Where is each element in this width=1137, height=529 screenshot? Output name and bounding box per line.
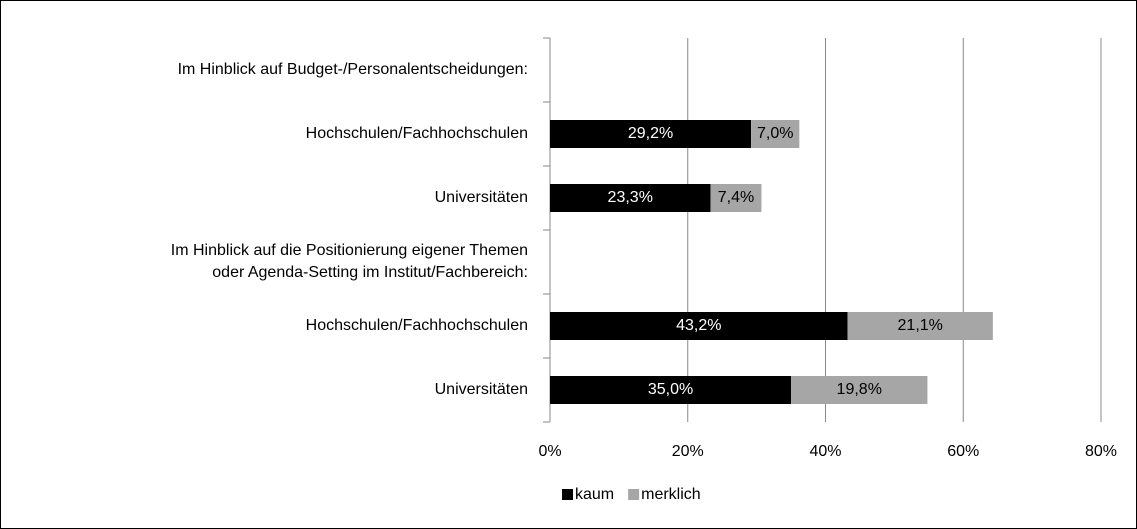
bar-label: 19,8% [837, 381, 882, 398]
legend-swatch [562, 489, 573, 500]
bar [751, 120, 800, 148]
x-tick-label: 40% [809, 443, 841, 460]
y-tick-label: Hochschulen/Fachhochschulen [306, 317, 528, 334]
bar-label: 43,2% [676, 317, 721, 334]
y-tick-label-line: Universitäten [435, 381, 528, 398]
y-tick-label: Im Hinblick auf die Positionierung eigen… [171, 242, 528, 281]
y-tick-label-line: oder Agenda-Setting im Institut/Fachbere… [212, 264, 528, 281]
y-tick-label-line: Im Hinblick auf Budget-/Personalentschei… [178, 61, 528, 78]
legend-swatch [628, 489, 640, 500]
bar [791, 376, 928, 404]
bar-label: 7,4% [718, 189, 754, 206]
y-tick-label-line: Universitäten [435, 189, 528, 206]
y-tick-label: Hochschulen/Fachhochschulen [306, 125, 528, 142]
bar [710, 184, 762, 212]
bar [550, 312, 848, 340]
y-tick-label: Universitäten [435, 381, 528, 398]
y-tick-label-line: Hochschulen/Fachhochschulen [306, 125, 528, 142]
bar [550, 184, 711, 212]
x-tick-label: 20% [672, 443, 704, 460]
y-tick-label: Im Hinblick auf Budget-/Personalentschei… [178, 61, 528, 78]
x-tick-label: 60% [947, 443, 979, 460]
bar [550, 376, 792, 404]
y-tick-label-line: Hochschulen/Fachhochschulen [306, 317, 528, 334]
bar-label: 23,3% [608, 189, 653, 206]
bar-label: 29,2% [628, 125, 673, 142]
legend-label: merklich [641, 486, 701, 503]
bar [550, 120, 752, 148]
x-tick-label: 80% [1085, 443, 1117, 460]
bar-label: 35,0% [648, 381, 693, 398]
bar [847, 312, 993, 340]
y-tick-label: Universitäten [435, 189, 528, 206]
bar-label: 21,1% [898, 317, 943, 334]
x-tick-label: 0% [538, 443, 561, 460]
bar-label: 7,0% [757, 125, 793, 142]
y-tick-label-line: Im Hinblick auf die Positionierung eigen… [171, 242, 528, 259]
legend-label: kaum [575, 486, 614, 503]
